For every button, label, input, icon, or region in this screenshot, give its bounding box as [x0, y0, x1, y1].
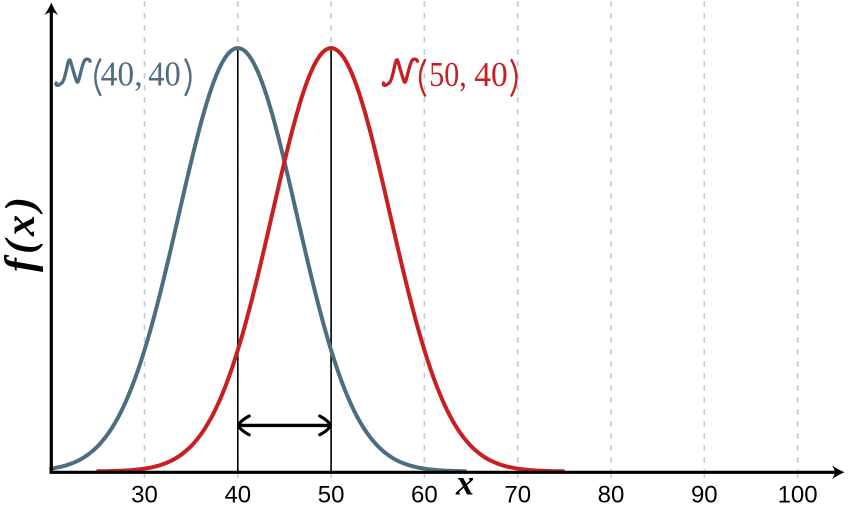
svg-text:x: x: [455, 463, 474, 503]
svg-text:50: 50: [318, 482, 345, 509]
svg-text:70: 70: [504, 482, 531, 509]
svg-text:90: 90: [691, 482, 718, 509]
svg-text:40: 40: [474, 55, 508, 94]
svg-text:40: 40: [224, 482, 251, 509]
svg-text:60: 60: [411, 482, 438, 509]
svg-text:40,: 40,: [101, 54, 143, 93]
svg-text:80: 80: [598, 482, 625, 509]
svg-text:50,: 50,: [429, 55, 467, 94]
svg-text:30: 30: [131, 482, 158, 509]
svg-text:f(x): f(x): [0, 193, 44, 272]
svg-text:100: 100: [778, 482, 818, 509]
svg-text:40: 40: [148, 54, 181, 93]
